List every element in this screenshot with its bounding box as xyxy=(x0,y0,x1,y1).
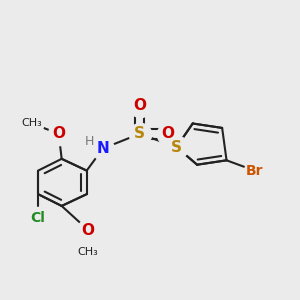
Text: CH₃: CH₃ xyxy=(78,247,98,256)
Text: Br: Br xyxy=(246,164,263,178)
Text: S: S xyxy=(171,140,182,154)
Text: CH₃: CH₃ xyxy=(22,118,43,128)
Text: O: O xyxy=(161,126,174,141)
Text: S: S xyxy=(134,126,145,141)
Text: N: N xyxy=(97,141,109,156)
Text: O: O xyxy=(52,126,65,141)
Text: O: O xyxy=(82,223,95,238)
Text: O: O xyxy=(133,98,146,113)
Text: Cl: Cl xyxy=(31,211,46,225)
Text: H: H xyxy=(85,135,94,148)
